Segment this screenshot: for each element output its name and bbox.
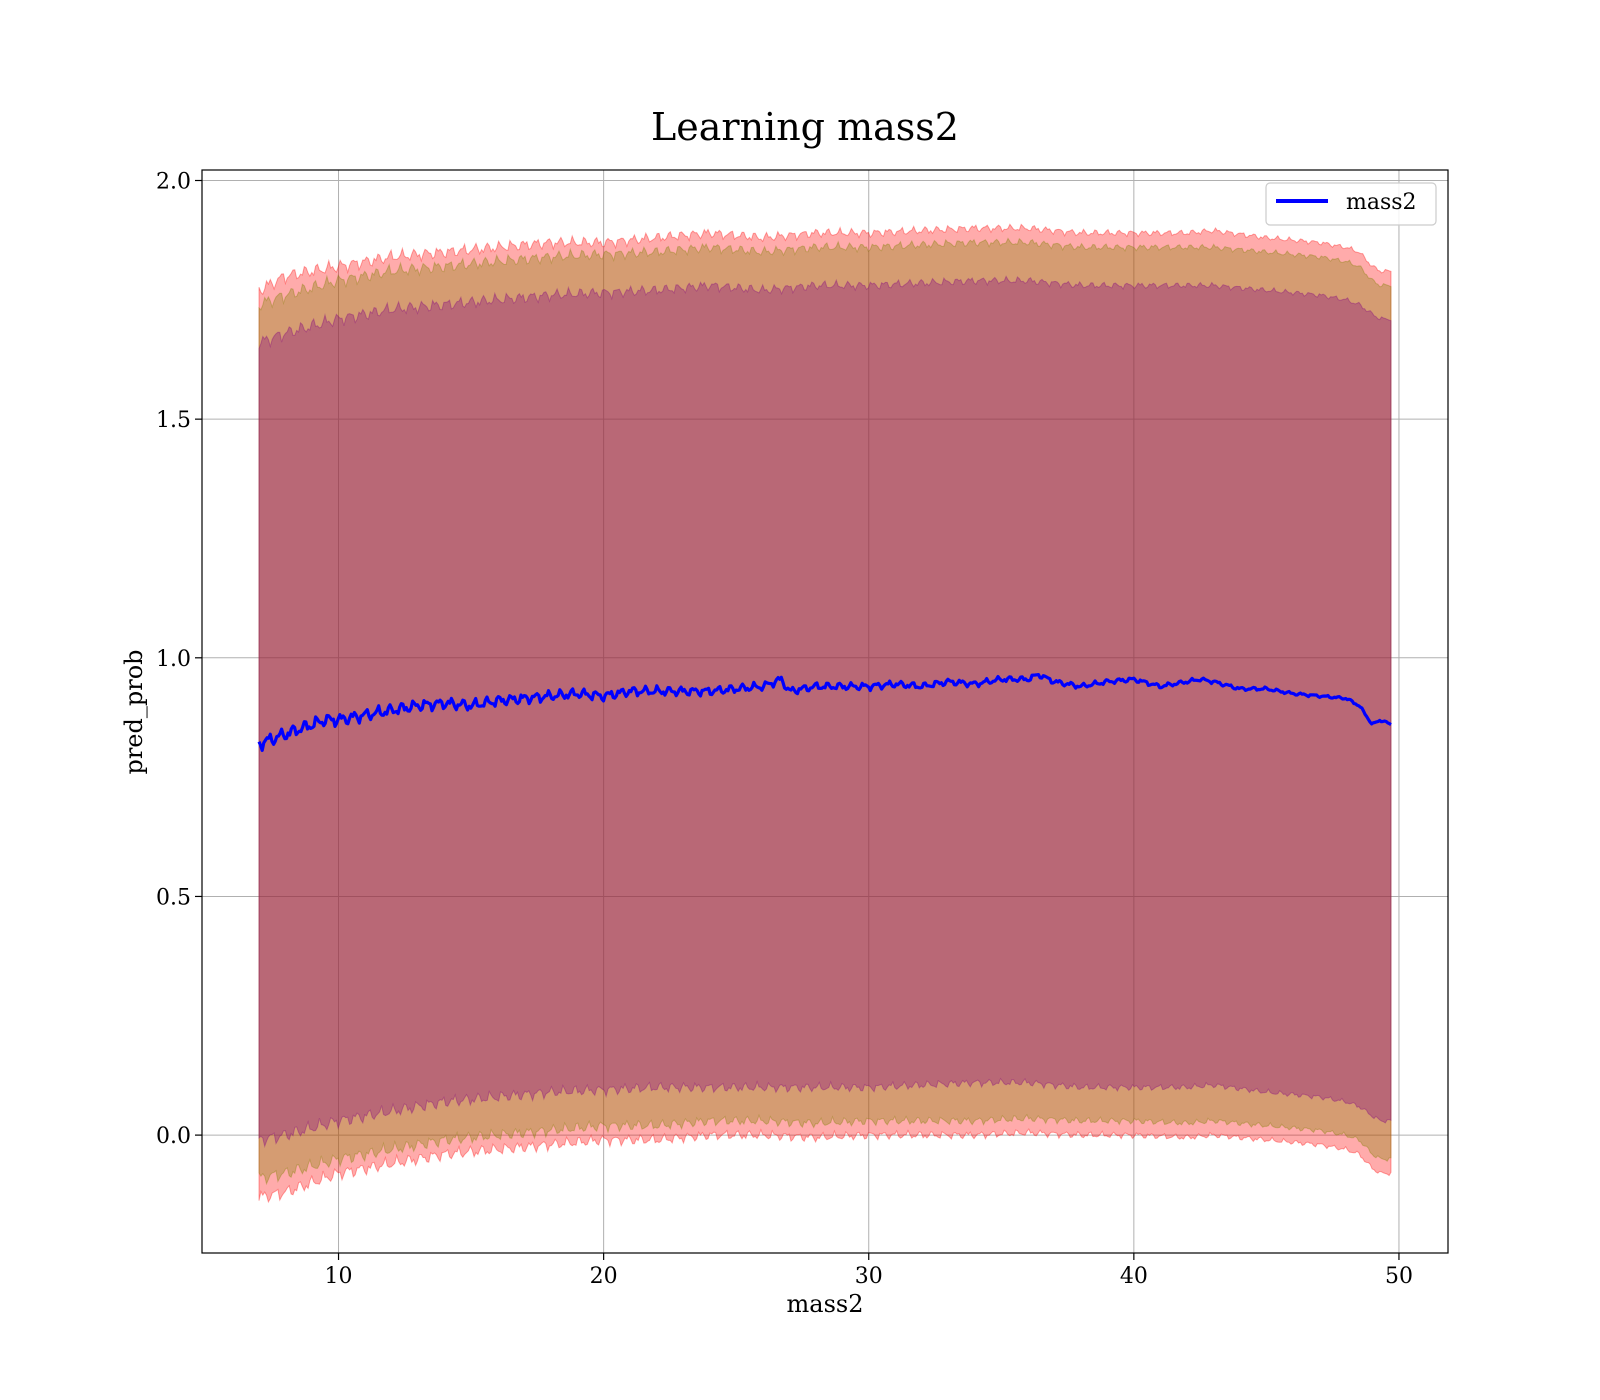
- x-tick-label: 30: [855, 1264, 883, 1289]
- series-line-mass2: [257, 673, 1392, 752]
- grid: [202, 170, 1448, 1253]
- legend-label: mass2: [1346, 190, 1417, 215]
- y-axis-title: pred_prob: [120, 649, 148, 774]
- band-outer: [258, 223, 1392, 1204]
- band-inner: [258, 275, 1392, 1149]
- y-tick-label: 1.5: [156, 408, 191, 433]
- legend-box: [1265, 182, 1437, 226]
- tick-layer: 10 20 30 40 50 0.0 0.5 1.0 1.5 2.0: [156, 170, 1413, 1289]
- band-middle: [258, 237, 1392, 1186]
- y-tick-label: 0.5: [156, 885, 191, 910]
- x-tick-label: 50: [1385, 1264, 1413, 1289]
- x-tick-label: 10: [325, 1264, 353, 1289]
- chart-title: Learning mass2: [651, 105, 959, 149]
- y-tick-label: 0.0: [156, 1124, 191, 1149]
- y-tick-label: 1.0: [156, 647, 191, 672]
- band-layer: [258, 223, 1392, 1204]
- y-tick-label: 2.0: [156, 170, 191, 195]
- plot-frame: [201, 169, 1449, 1254]
- line-layer: [257, 673, 1392, 752]
- legend: mass2: [1265, 182, 1437, 226]
- x-tick-label: 20: [590, 1264, 618, 1289]
- x-axis-title: mass2: [787, 1290, 864, 1318]
- x-tick-label: 40: [1120, 1264, 1148, 1289]
